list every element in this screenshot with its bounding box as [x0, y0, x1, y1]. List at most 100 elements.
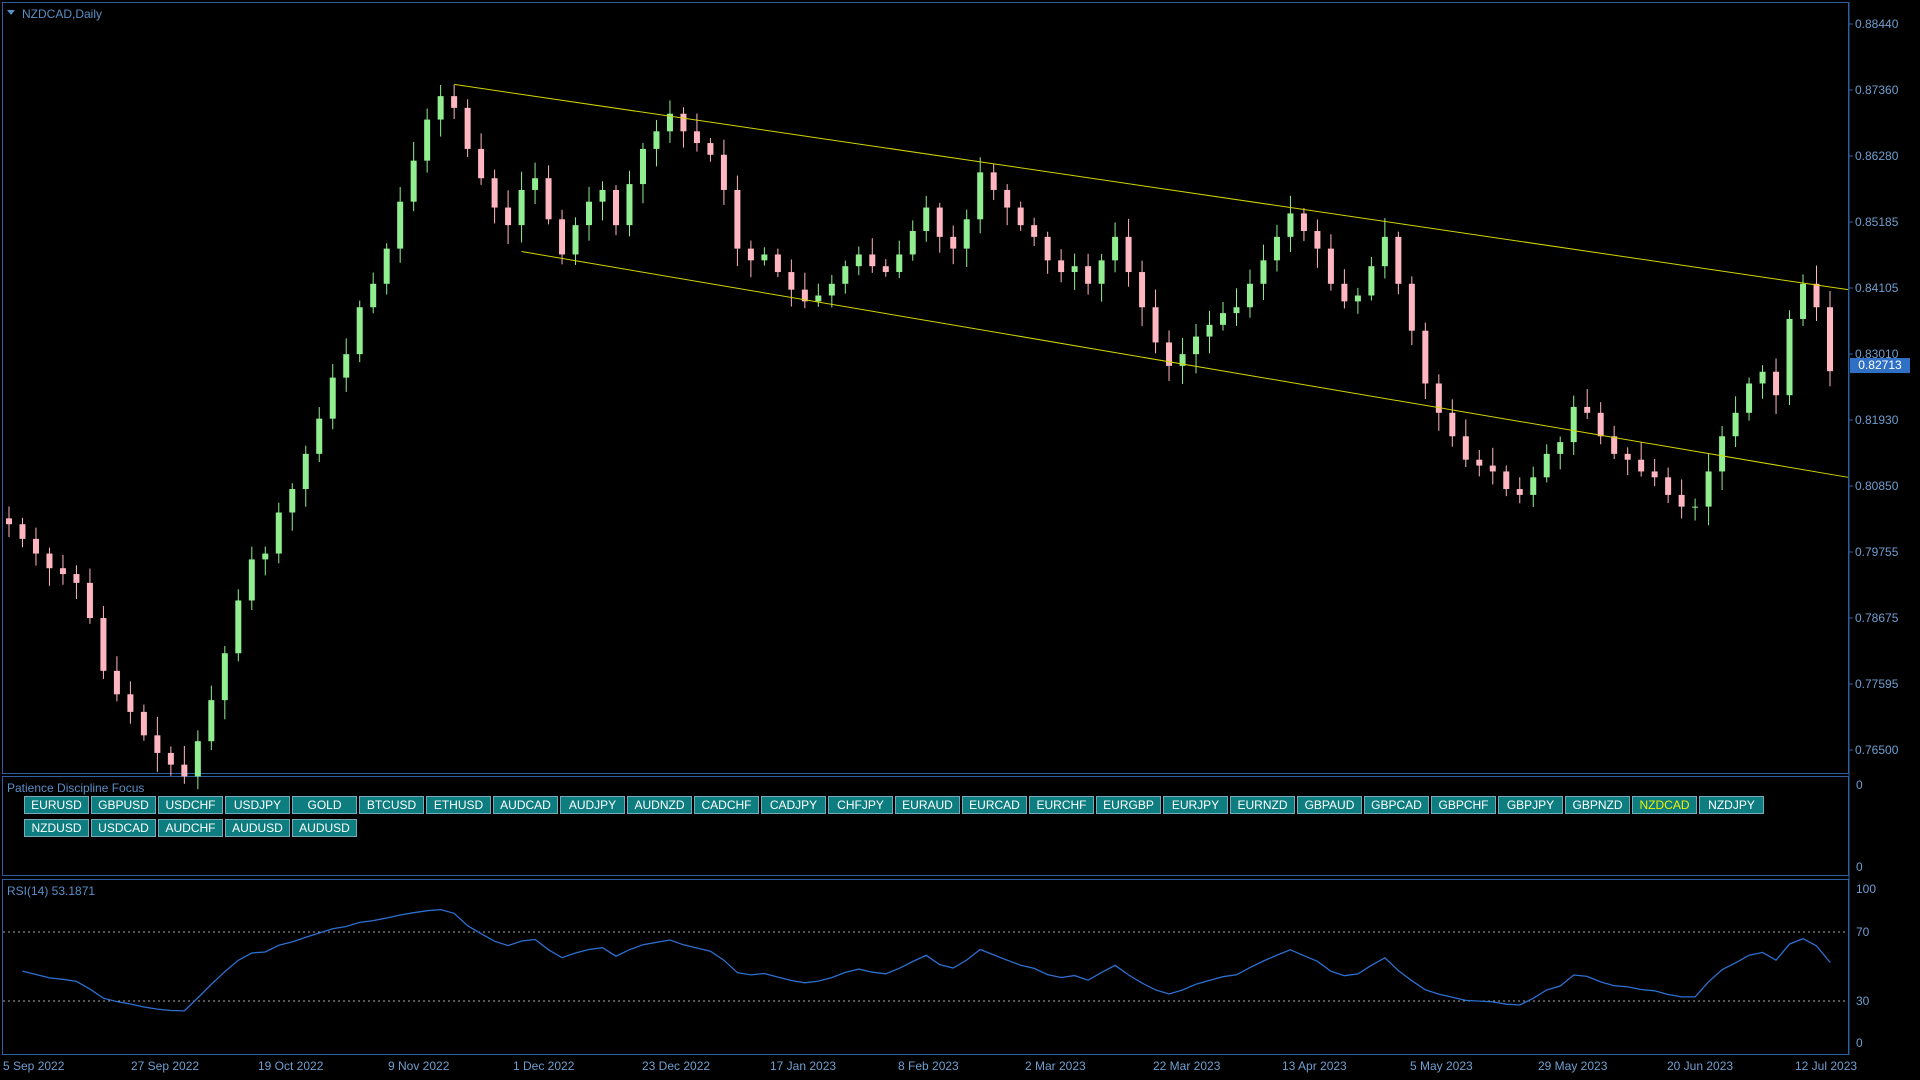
- regression-channel[interactable]: [454, 83, 1849, 478]
- candle-body: [302, 453, 309, 490]
- symbol-button-usdcad[interactable]: USDCAD: [91, 819, 156, 837]
- symbol-button-nzdcad[interactable]: NZDCAD: [1632, 796, 1697, 814]
- rsi-axis-100: 100: [1856, 882, 1877, 896]
- candle-body: [343, 354, 350, 378]
- symbol-button-gbpcad[interactable]: GBPCAD: [1364, 796, 1429, 814]
- candle-body: [1665, 477, 1672, 495]
- candle-body: [140, 711, 147, 736]
- rsi-axis-30: 30: [1856, 994, 1870, 1008]
- symbol-button-cadchf[interactable]: CADCHF: [694, 796, 759, 814]
- symbol-button-eurusd[interactable]: EURUSD: [24, 796, 89, 814]
- symbol-button-gbpchf[interactable]: GBPCHF: [1431, 796, 1496, 814]
- candle-body: [491, 178, 498, 208]
- symbol-button-usdchf[interactable]: USDCHF: [158, 796, 223, 814]
- chart-menu-triangle-icon[interactable]: [7, 10, 15, 15]
- symbol-button-ethusd[interactable]: ETHUSD: [426, 796, 491, 814]
- candle-body: [572, 225, 579, 255]
- rsi-panel-frame: [2, 879, 1849, 1055]
- candle-body: [936, 207, 943, 237]
- candle-body: [410, 160, 417, 202]
- symbol-button-nzdjpy[interactable]: NZDJPY: [1699, 796, 1764, 814]
- candle-body: [1206, 324, 1213, 337]
- price-axis-label: 0.84105: [1855, 281, 1899, 295]
- price-axis-label: 0.81930: [1855, 413, 1899, 427]
- candle-body: [1220, 313, 1226, 325]
- candle-body: [1624, 453, 1631, 460]
- price-axis-label: 0.86280: [1855, 149, 1899, 163]
- symbol-button-audusd[interactable]: AUDUSD: [292, 819, 357, 837]
- candle-body: [235, 600, 242, 654]
- candle-body: [842, 266, 849, 284]
- symbol-button-audcad[interactable]: AUDCAD: [493, 796, 558, 814]
- candle-body: [1597, 412, 1604, 437]
- price-axis-label: 0.77595: [1855, 677, 1899, 691]
- channel-lower-line[interactable]: [521, 251, 1849, 478]
- symbol-button-gbpusd[interactable]: GBPUSD: [91, 796, 156, 814]
- candle-body: [1152, 307, 1159, 343]
- candle-body: [1584, 406, 1591, 413]
- symbol-button-nzdusd[interactable]: NZDUSD: [24, 819, 89, 837]
- symbol-button-cadjpy[interactable]: CADJPY: [761, 796, 826, 814]
- candle-body: [1273, 236, 1280, 261]
- candlestick-series: [6, 84, 1833, 790]
- candle-body: [963, 219, 970, 249]
- symbol-button-eurgbp[interactable]: EURGBP: [1096, 796, 1161, 814]
- symbol-button-gold[interactable]: GOLD: [292, 796, 357, 814]
- candle-body: [1058, 260, 1065, 273]
- candle-body: [896, 254, 903, 273]
- candle-body: [1435, 383, 1442, 413]
- candle-body: [666, 113, 673, 132]
- date-axis-label: 20 Jun 2023: [1667, 1059, 1734, 1073]
- candle-body: [1489, 465, 1496, 472]
- date-axis-label: 29 May 2023: [1538, 1059, 1608, 1073]
- candle-body: [1112, 236, 1119, 261]
- rsi-axis-0: 0: [1856, 1036, 1863, 1050]
- candle-body: [1786, 318, 1793, 396]
- date-axis-label: 1 Dec 2022: [513, 1059, 575, 1073]
- candle-body: [1678, 494, 1685, 507]
- candle-body: [478, 148, 485, 179]
- candle-body: [1705, 471, 1712, 507]
- candle-body: [167, 752, 174, 765]
- symbol-button-gbpjpy[interactable]: GBPJPY: [1498, 796, 1563, 814]
- candle-body: [289, 489, 296, 513]
- symbol-button-gbpnzd[interactable]: GBPNZD: [1565, 796, 1630, 814]
- price-axis-label: 0.78675: [1855, 611, 1899, 625]
- channel-upper-line[interactable]: [454, 83, 1849, 291]
- symbol-button-audusd[interactable]: AUDUSD: [225, 819, 290, 837]
- candle-body: [613, 189, 619, 226]
- symbol-button-gbpaud[interactable]: GBPAUD: [1297, 796, 1362, 814]
- symbol-button-audnzd[interactable]: AUDNZD: [627, 796, 692, 814]
- price-axis-label: 0.79755: [1855, 545, 1899, 559]
- symbol-button-audjpy[interactable]: AUDJPY: [560, 796, 625, 814]
- candle-body: [626, 184, 633, 226]
- candle-body: [788, 272, 795, 290]
- candle-body: [1004, 189, 1011, 208]
- candle-body: [1327, 248, 1334, 284]
- symbol-button-eurchf[interactable]: EURCHF: [1029, 796, 1094, 814]
- symbol-button-euraud[interactable]: EURAUD: [895, 796, 960, 814]
- candle-body: [86, 582, 93, 619]
- candle-body: [518, 189, 525, 226]
- candle-body: [1354, 295, 1361, 302]
- symbol-button-usdjpy[interactable]: USDJPY: [225, 796, 290, 814]
- candle-body: [1476, 459, 1483, 466]
- date-axis-label: 12 Jul 2023: [1795, 1059, 1858, 1073]
- candle-body: [882, 266, 889, 273]
- candle-body: [720, 154, 727, 190]
- symbol-button-btcusd[interactable]: BTCUSD: [359, 796, 424, 814]
- candle-body: [59, 568, 66, 575]
- candle-body: [1503, 471, 1510, 490]
- candle-body: [262, 553, 269, 560]
- rsi-panel-title: RSI(14) 53.1871: [7, 884, 96, 898]
- candle-body: [774, 254, 781, 273]
- symbol-button-audchf[interactable]: AUDCHF: [158, 819, 223, 837]
- indicator-axis-bottom: 0: [1856, 860, 1863, 874]
- price-axis-label: 0.80850: [1855, 479, 1899, 493]
- symbol-button-eurcad[interactable]: EURCAD: [962, 796, 1027, 814]
- symbol-button-eurnzd[interactable]: EURNZD: [1230, 796, 1295, 814]
- symbol-button-eurjpy[interactable]: EURJPY: [1163, 796, 1228, 814]
- symbol-button-chfjpy[interactable]: CHFJPY: [828, 796, 893, 814]
- candle-body: [1759, 371, 1766, 384]
